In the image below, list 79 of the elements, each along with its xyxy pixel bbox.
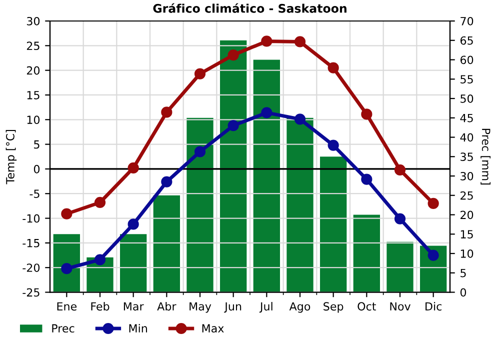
- x-tick-label: Oct: [358, 302, 376, 311]
- y2-tick-label: 25: [460, 191, 473, 200]
- y-tick-label: 5: [34, 140, 40, 149]
- point: [128, 162, 139, 174]
- x-tick-label: Ago: [289, 302, 310, 313]
- x-tick-label: May: [190, 302, 212, 313]
- point: [361, 108, 372, 120]
- bar: [386, 242, 414, 292]
- point: [61, 263, 72, 274]
- y2-tick-label: 0: [460, 288, 466, 297]
- y2-tick-label: 5: [460, 268, 466, 278]
- bar: [153, 195, 180, 292]
- x-tick-label: Jun: [224, 302, 242, 313]
- point: [94, 196, 106, 208]
- point: [161, 106, 172, 118]
- y-tick-label: -5: [30, 190, 40, 198]
- bar: [120, 234, 147, 292]
- bar: [253, 60, 280, 292]
- point: [128, 218, 139, 230]
- point: [361, 174, 372, 185]
- x-tick-label: Feb: [91, 302, 110, 311]
- y-tick-label: 0: [34, 164, 40, 174]
- bar: [353, 214, 380, 292]
- legend-label: Max: [202, 324, 224, 333]
- y2-axis-title: Prec [mm]: [480, 128, 491, 184]
- point: [394, 213, 406, 224]
- y2-tick-label: 15: [460, 230, 473, 239]
- y-tick-label: 30: [26, 16, 40, 26]
- bar: [53, 234, 80, 292]
- y2-tick-label: 45: [460, 114, 473, 122]
- y-tick-label: -20: [22, 264, 40, 272]
- legend-label: Prec: [52, 324, 74, 333]
- bar: [286, 118, 314, 292]
- point: [294, 36, 306, 48]
- point: [228, 49, 239, 61]
- point: [161, 176, 172, 188]
- y-tick-label: -15: [22, 239, 40, 248]
- x-tick-label: Sep: [324, 302, 344, 313]
- y2-tick-label: 35: [460, 152, 473, 162]
- point: [428, 198, 439, 210]
- point: [194, 146, 206, 158]
- point: [228, 120, 239, 132]
- x-tick-label: Dic: [426, 302, 442, 311]
- x-tick-label: Ene: [57, 302, 77, 311]
- y-axis-title: Temp [°C]: [6, 130, 17, 184]
- bar: [186, 118, 214, 292]
- point: [261, 36, 272, 47]
- point: [394, 164, 406, 176]
- y-tick-label: 20: [26, 66, 40, 75]
- y-tick-label: 10: [27, 116, 40, 124]
- y2-tick-label: 60: [460, 56, 474, 64]
- bar: [220, 40, 247, 292]
- y2-tick-label: 50: [460, 94, 474, 103]
- y-tick-label: 25: [26, 42, 40, 50]
- y-tick-label: -10: [22, 214, 40, 223]
- y2-tick-label: 10: [460, 249, 474, 258]
- point: [94, 254, 106, 266]
- y2-tick-label: 65: [460, 36, 473, 45]
- y2-tick-label: 30: [460, 172, 474, 180]
- point: [328, 140, 339, 151]
- point: [428, 250, 439, 261]
- y2-tick-label: 20: [460, 210, 474, 220]
- y2-tick-label: 40: [460, 133, 474, 142]
- point: [328, 62, 339, 74]
- point: [294, 114, 306, 125]
- bar: [320, 156, 347, 292]
- y2-tick-label: 55: [460, 75, 473, 84]
- point: [61, 208, 72, 220]
- y-tick-label: 15: [27, 91, 40, 100]
- legend-label: Min: [129, 324, 147, 332]
- x-tick-label: Mar: [124, 302, 144, 311]
- point: [194, 68, 206, 80]
- point: [261, 107, 272, 118]
- x-tick-label: Nov: [390, 302, 411, 311]
- chart-title: Gráfico climático - Saskatoon: [153, 3, 346, 13]
- y-tick-label: -25: [22, 288, 40, 297]
- y2-tick-label: 70: [460, 16, 474, 26]
- x-tick-label: Abr: [157, 302, 176, 311]
- x-tick-label: Jul: [259, 302, 272, 313]
